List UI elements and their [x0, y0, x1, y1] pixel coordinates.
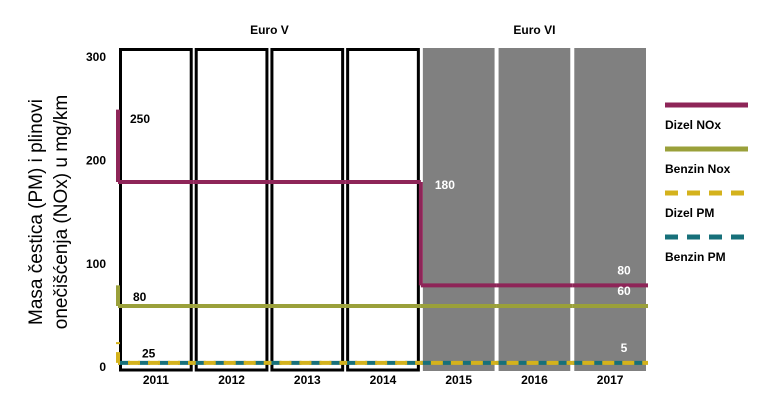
x-tick-label: 2016 — [521, 373, 548, 387]
era-column — [422, 48, 495, 371]
y-axis-label: Masa čestica (PM) i plinovi — [26, 99, 47, 325]
x-tick-label: 2012 — [218, 373, 245, 387]
era-column — [194, 48, 269, 372]
value-label: 80 — [617, 264, 631, 278]
x-tick-label: 2014 — [370, 373, 397, 387]
era-column — [498, 48, 571, 371]
era-label: Euro V — [250, 23, 289, 37]
era-column — [574, 48, 646, 371]
value-label: 25 — [142, 347, 156, 361]
x-tick-label: 2013 — [294, 373, 321, 387]
value-label: 180 — [435, 178, 455, 192]
value-label: 60 — [617, 284, 631, 298]
legend-label: Benzin Nox — [665, 162, 731, 176]
value-label: 5 — [621, 341, 628, 355]
legend-label: Benzin PM — [665, 250, 726, 264]
legend-label: Dizel PM — [665, 206, 714, 220]
x-tick-label: 2017 — [597, 373, 624, 387]
era-column — [119, 48, 193, 372]
x-tick-label: 2011 — [143, 373, 169, 387]
value-label: 250 — [130, 112, 150, 126]
y-axis-label: onečišćenja (NOx) u mg/km — [51, 95, 72, 329]
value-label: 80 — [133, 290, 147, 304]
era-label: Euro VI — [513, 23, 555, 37]
y-tick-label: 0 — [99, 360, 106, 374]
x-tick-label: 2015 — [445, 373, 472, 387]
y-tick-label: 200 — [86, 154, 106, 168]
y-tick-label: 100 — [86, 257, 106, 271]
y-tick-label: 300 — [86, 50, 106, 64]
legend-label: Dizel NOx — [665, 118, 721, 132]
era-column — [270, 48, 345, 372]
era-column — [346, 48, 420, 372]
